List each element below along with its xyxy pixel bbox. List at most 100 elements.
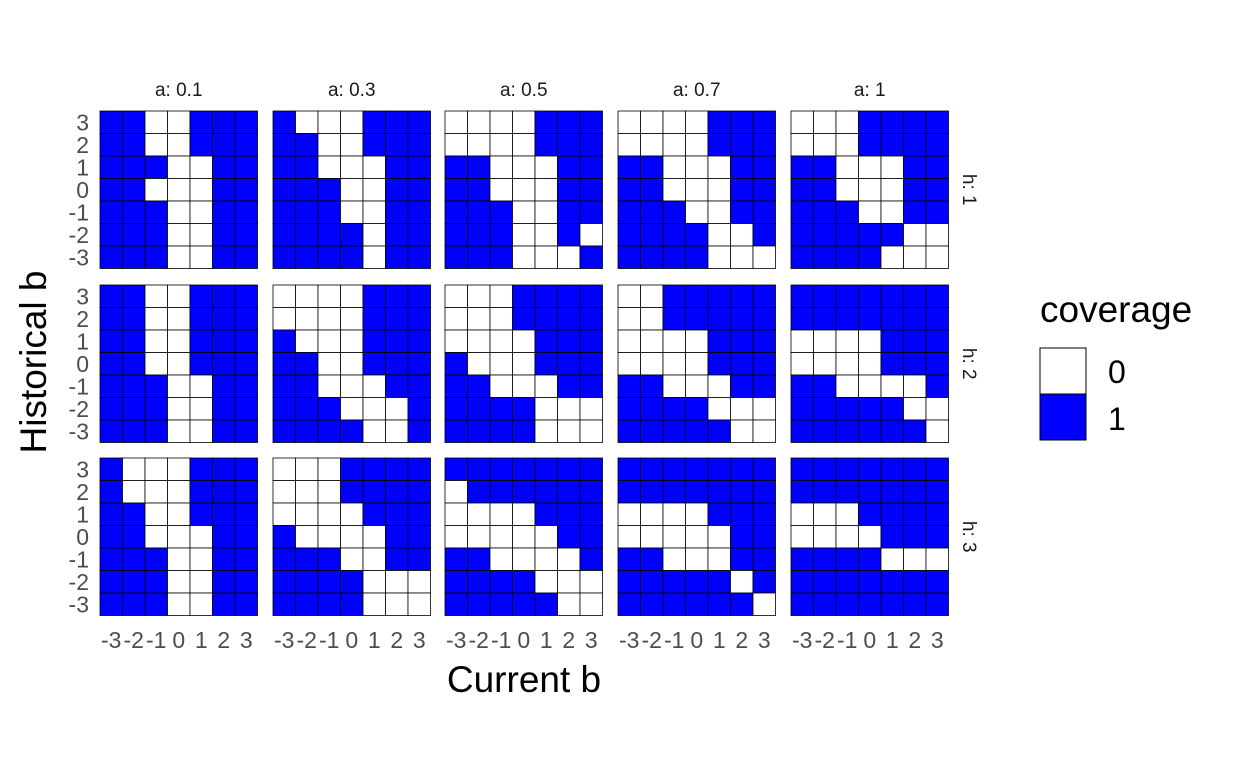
heatmap-cell: [467, 547, 491, 571]
heatmap-cell: [662, 178, 686, 202]
heatmap-cell: [662, 133, 686, 157]
heatmap-cell: [144, 155, 168, 179]
heatmap-cell: [813, 457, 837, 481]
heatmap-cell: [640, 457, 664, 481]
heatmap-cell: [444, 155, 468, 179]
heatmap-cell: [880, 547, 904, 571]
heatmap-cell: [212, 133, 236, 157]
heatmap-cell: [534, 245, 558, 269]
heatmap-cell: [617, 502, 641, 526]
heatmap-cell: [707, 352, 731, 376]
heatmap-cell: [385, 419, 409, 443]
heatmap-cell: [385, 570, 409, 594]
heatmap-cell: [730, 419, 754, 443]
heatmap-cell: [579, 133, 603, 157]
heatmap-cell: [444, 352, 468, 376]
heatmap-cell: [512, 397, 536, 421]
heatmap-cell: [407, 352, 431, 376]
heatmap-cell: [813, 284, 837, 308]
heatmap-cell: [122, 374, 146, 398]
heatmap-cell: [557, 155, 581, 179]
heatmap-cell: [685, 480, 709, 504]
heatmap-cell: [662, 502, 686, 526]
heatmap-cell: [189, 133, 213, 157]
heatmap-cell: [385, 592, 409, 616]
heatmap-cell: [212, 200, 236, 224]
heatmap-cell: [707, 592, 731, 616]
heatmap-cell: [234, 592, 258, 616]
heatmap-cell: [444, 200, 468, 224]
heatmap-cell: [662, 223, 686, 247]
x-tick-label: -1: [491, 627, 511, 653]
heatmap-cell: [340, 547, 364, 571]
heatmap-cell: [340, 284, 364, 308]
heatmap-cell: [144, 547, 168, 571]
heatmap-cell: [640, 284, 664, 308]
heatmap-cell: [685, 307, 709, 331]
heatmap-cell: [407, 223, 431, 247]
heatmap-cell: [858, 245, 882, 269]
heatmap-cell: [662, 525, 686, 549]
panel-a-0.3-h-1: [272, 110, 431, 269]
column-facet-strips: a: 0.1 a: 0.3 a: 0.5 a: 0.7 a: 1: [155, 80, 886, 101]
legend-label-0: 0: [1108, 354, 1126, 390]
x-tick-label: -2: [297, 627, 317, 653]
heatmap-cell: [685, 223, 709, 247]
heatmap-cell: [813, 397, 837, 421]
heatmap-cell: [385, 480, 409, 504]
heatmap-cell: [617, 419, 641, 443]
x-tick-label: 3: [413, 627, 426, 653]
x-tick-label: 2: [217, 627, 230, 653]
heatmap-cell: [813, 307, 837, 331]
heatmap-cell: [385, 525, 409, 549]
heatmap-cell: [144, 133, 168, 157]
heatmap-cell: [858, 397, 882, 421]
heatmap-cell: [234, 352, 258, 376]
heatmap-cell: [167, 110, 191, 134]
heatmap-cell: [662, 374, 686, 398]
heatmap-cell: [579, 110, 603, 134]
heatmap-cell: [790, 547, 814, 571]
heatmap-cell: [903, 223, 927, 247]
heatmap-cell: [189, 329, 213, 353]
heatmap-cell: [730, 178, 754, 202]
heatmap-cell: [444, 547, 468, 571]
heatmap-cell: [189, 570, 213, 594]
heatmap-cell: [144, 502, 168, 526]
x-tick-label: 2: [735, 627, 748, 653]
heatmap-cell: [858, 570, 882, 594]
heatmap-cell: [858, 419, 882, 443]
heatmap-cell: [512, 525, 536, 549]
heatmap-cell: [662, 480, 686, 504]
heatmap-cell: [295, 525, 319, 549]
heatmap-cell: [362, 178, 386, 202]
panel-a-1-h-1: [790, 110, 949, 269]
heatmap-cell: [662, 592, 686, 616]
heatmap-cell: [752, 133, 776, 157]
heatmap-cell: [813, 245, 837, 269]
heatmap-cell: [317, 133, 341, 157]
heatmap-cell: [189, 178, 213, 202]
heatmap-cell: [362, 284, 386, 308]
heatmap-cell: [385, 502, 409, 526]
heatmap-cell: [835, 457, 859, 481]
heatmap-cell: [362, 592, 386, 616]
heatmap-cell: [407, 419, 431, 443]
heatmap-cell: [512, 374, 536, 398]
heatmap-cell: [295, 155, 319, 179]
heatmap-cell: [557, 223, 581, 247]
heatmap-cell: [167, 200, 191, 224]
heatmap-cell: [167, 480, 191, 504]
heatmap-cell: [362, 457, 386, 481]
heatmap-cell: [489, 592, 513, 616]
heatmap-cell: [557, 374, 581, 398]
heatmap-cell: [557, 110, 581, 134]
heatmap-cell: [903, 245, 927, 269]
heatmap-cell: [662, 329, 686, 353]
heatmap-cell: [144, 223, 168, 247]
heatmap-cell: [579, 245, 603, 269]
heatmap-cell: [317, 223, 341, 247]
heatmap-cell: [189, 397, 213, 421]
heatmap-cell: [340, 570, 364, 594]
